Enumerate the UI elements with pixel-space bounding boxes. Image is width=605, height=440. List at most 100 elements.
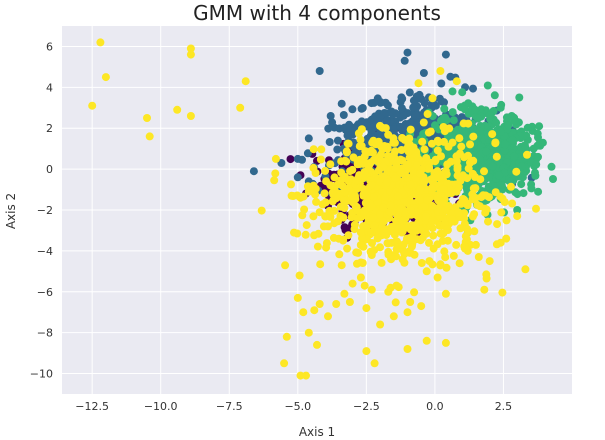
scatter-point: [376, 210, 384, 219]
scatter-point: [311, 190, 320, 199]
scatter-point: [330, 173, 339, 182]
scatter-point: [392, 216, 400, 225]
x-tick-label: −7.5: [216, 400, 243, 413]
scatter-point: [310, 306, 319, 315]
scatter-point: [384, 287, 393, 296]
scatter-point: [367, 181, 376, 190]
scatter-point: [457, 142, 466, 151]
scatter-point: [436, 67, 445, 75]
scatter-point: [403, 308, 412, 317]
scatter-point: [377, 150, 385, 159]
scatter-point: [186, 44, 195, 53]
scatter-point: [490, 91, 499, 100]
scatter-point: [436, 261, 445, 270]
scatter-point: [396, 204, 405, 213]
scatter-point: [145, 132, 154, 141]
scatter-point: [469, 184, 478, 193]
scatter-point: [523, 123, 532, 132]
scatter-point: [326, 112, 335, 120]
scatter-point: [405, 88, 414, 97]
scatter-point: [281, 261, 290, 270]
scatter-point: [358, 259, 367, 267]
scatter-point: [354, 248, 363, 257]
scatter-point: [400, 135, 409, 144]
scatter-point: [286, 155, 295, 164]
scatter-point: [455, 134, 464, 143]
scatter-point: [461, 127, 470, 136]
y-tick-labels: −10 −8 −6 −4 −2 0 2 4 6: [30, 40, 53, 380]
x-axis-label: Axis 1: [299, 425, 335, 439]
scatter-point: [427, 183, 436, 192]
scatter-point: [367, 285, 376, 294]
y-tick-label: 6: [46, 40, 53, 53]
scatter-point: [538, 138, 547, 147]
scatter-point: [405, 119, 414, 128]
scatter-point: [311, 169, 320, 177]
scatter-point: [370, 221, 379, 230]
scatter-point: [417, 302, 426, 311]
scatter-point: [449, 251, 458, 260]
scatter-point: [484, 217, 492, 226]
scatter-point: [399, 111, 408, 120]
scatter-point: [422, 336, 431, 345]
scatter-point: [287, 191, 296, 200]
scatter-point: [316, 260, 325, 269]
scatter-point: [419, 118, 428, 127]
scatter-point: [440, 104, 449, 113]
scatter-point: [318, 200, 327, 209]
scatter-point: [417, 259, 426, 267]
scatter-point: [508, 199, 517, 208]
scatter-point: [321, 166, 330, 175]
scatter-point: [448, 215, 457, 224]
scatter-point: [342, 148, 351, 157]
scatter-point: [374, 137, 383, 146]
y-tick-label: −10: [30, 368, 53, 381]
scatter-point: [293, 154, 302, 163]
scatter-point: [425, 238, 433, 247]
scatter-point: [508, 135, 517, 144]
scatter-point: [393, 192, 402, 201]
scatter-point: [344, 231, 353, 240]
scatter-point: [324, 124, 333, 133]
scatter-point: [333, 145, 342, 154]
scatter-point: [513, 206, 522, 214]
scatter-point: [410, 288, 419, 297]
scatter-point: [343, 244, 352, 253]
scatter-point: [433, 146, 442, 155]
scatter-point: [445, 124, 454, 133]
scatter-point: [409, 103, 418, 112]
scatter-point: [399, 240, 408, 249]
scatter-point: [304, 328, 313, 337]
scatter-point: [500, 198, 509, 206]
scatter-point: [296, 371, 305, 380]
scatter-point: [369, 148, 377, 157]
scatter-point: [337, 261, 346, 270]
scatter-point: [474, 253, 483, 261]
scatter-point: [469, 84, 477, 93]
y-tick-label: −2: [37, 204, 53, 217]
scatter-point: [444, 202, 453, 210]
y-tick-label: −8: [37, 327, 53, 340]
scatter-point: [398, 255, 407, 264]
scatter-point: [456, 176, 465, 185]
scatter-point: [88, 101, 97, 110]
x-tick-label: −12.5: [75, 400, 109, 413]
scatter-point: [332, 300, 341, 308]
scatter-point: [369, 213, 378, 222]
scatter-point: [469, 132, 478, 141]
scatter-point: [339, 111, 348, 119]
scatter-point: [392, 245, 401, 254]
scatter-point: [416, 225, 425, 234]
scatter-point: [391, 164, 400, 173]
scatter-point: [324, 312, 332, 321]
x-tick-label: −5.0: [284, 400, 311, 413]
scatter-point: [280, 359, 289, 368]
scatter-point: [340, 188, 349, 197]
scatter-point: [493, 220, 502, 229]
scatter-point: [443, 225, 452, 234]
scatter-point: [431, 173, 440, 182]
scatter-point: [381, 192, 390, 201]
scatter-point: [534, 187, 543, 196]
scatter-point: [454, 208, 463, 217]
scatter-point: [423, 195, 432, 204]
